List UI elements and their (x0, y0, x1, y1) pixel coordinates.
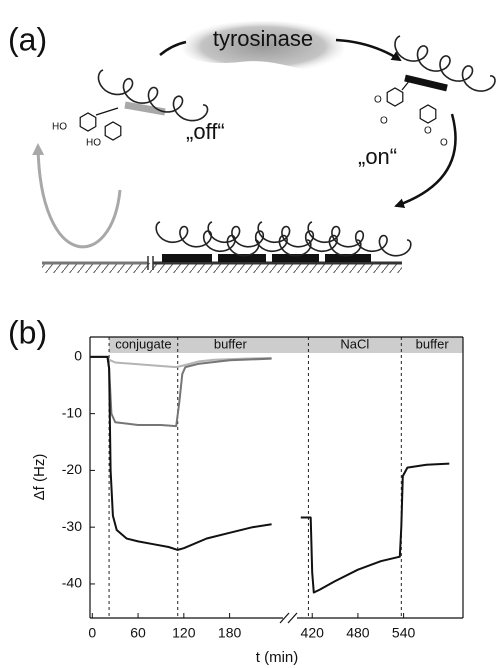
chart: (b) t (min) Δf (Hz) conjugate buffer NaCl b… (8, 314, 464, 666)
substituent: HO (52, 122, 67, 133)
x-axis-label: t (min) (256, 649, 299, 666)
x-tick-label: 420 (301, 625, 325, 641)
data-line (90, 355, 272, 369)
on-label: „on“ (358, 144, 397, 169)
linker-off (124, 101, 166, 116)
arrow (32, 143, 122, 249)
linker-on (404, 74, 448, 92)
x-tick-label: 60 (130, 625, 146, 641)
polymer-coil (307, 221, 412, 257)
x-tick-label: 120 (172, 625, 196, 641)
axis-break (279, 612, 290, 624)
ring (79, 112, 97, 132)
off-label: „off“ (186, 119, 225, 144)
x-tick-label: 0 (88, 625, 96, 641)
ring (386, 87, 404, 107)
phase-label: conjugate (115, 336, 171, 351)
phase-label: buffer (214, 336, 248, 351)
substituent: O (424, 126, 432, 137)
substituent: O (374, 95, 382, 106)
polymer-coil (394, 35, 496, 92)
arrow (394, 113, 457, 209)
panel-label: (a) (8, 21, 47, 57)
data-line (90, 355, 272, 428)
y-tick-label: -30 (62, 518, 82, 534)
phase-label: NaCl (340, 336, 369, 351)
y-axis-label: Δf (Hz) (31, 454, 48, 501)
arrow (159, 40, 187, 56)
y-tick-label: -40 (62, 575, 82, 591)
enzyme-blob (182, 20, 344, 73)
arrow (335, 38, 402, 62)
bound-linker (325, 254, 371, 262)
axis-break (287, 612, 298, 624)
substituent: O (440, 138, 448, 149)
substituent: O (380, 116, 388, 127)
polymer-coil (207, 221, 312, 257)
polymer-coil (155, 221, 260, 257)
bond (401, 79, 411, 91)
phase-label: buffer (416, 336, 450, 351)
x-tick-label: 180 (218, 625, 242, 641)
bond (95, 107, 119, 116)
polymer-coil (257, 221, 362, 257)
polymer-coil (97, 69, 209, 122)
decoration (79, 35, 496, 257)
substrate-hatch (42, 263, 402, 273)
data-line (300, 462, 450, 594)
y-tick-label: 0 (74, 348, 82, 364)
data-line (90, 355, 272, 551)
ring (419, 104, 437, 124)
panel-label: (b) (8, 314, 47, 350)
bound-linker (272, 254, 319, 262)
y-tick-label: -20 (62, 461, 82, 477)
enzyme-label: tyrosinase (213, 26, 313, 51)
y-tick-label: -10 (62, 404, 82, 420)
bound-linker (218, 254, 266, 262)
x-tick-label: 480 (346, 625, 370, 641)
bound-linker (162, 254, 212, 262)
ring (104, 121, 122, 141)
x-tick-label: 540 (392, 625, 416, 641)
phase-band (109, 337, 464, 353)
substituent: HO (86, 138, 101, 149)
